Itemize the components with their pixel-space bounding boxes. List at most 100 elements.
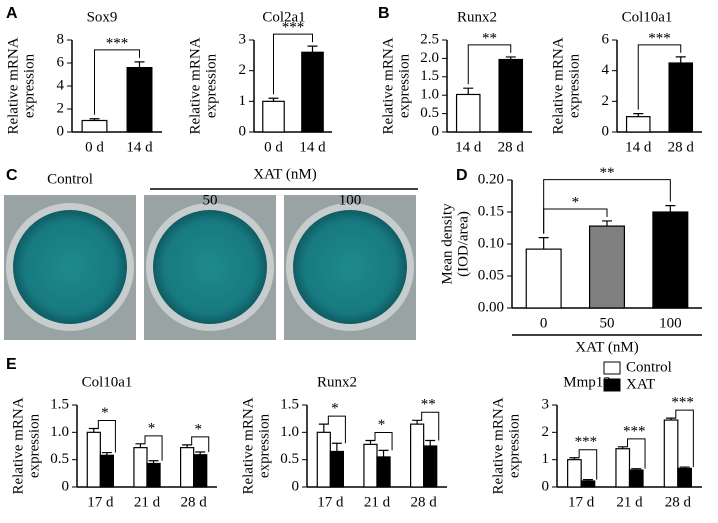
error-bar xyxy=(89,118,100,121)
significance-bracket xyxy=(421,411,440,441)
panel-label: D xyxy=(456,167,468,184)
y-tick-label: 0 xyxy=(57,123,65,139)
bar xyxy=(668,62,694,133)
y-axis-label: expression xyxy=(566,53,582,118)
y-axis-label: expression xyxy=(506,413,522,478)
error-bar xyxy=(666,417,677,421)
error-bar xyxy=(412,419,423,425)
y-axis-label: Relative mRNA xyxy=(490,397,506,494)
chart-title: Sox9 xyxy=(87,9,118,25)
x-tick-label: 14 d xyxy=(455,139,482,155)
bar xyxy=(663,419,679,488)
significance-bracket xyxy=(467,44,512,85)
error-bar xyxy=(569,457,580,460)
significance-label: * xyxy=(331,401,339,417)
bar xyxy=(580,480,596,488)
y-tick-label: 0.20 xyxy=(478,171,504,187)
bar xyxy=(81,119,108,133)
chart-title: Col2a1 xyxy=(262,9,305,25)
bar xyxy=(498,58,524,133)
chart-title: Runx2 xyxy=(457,9,497,25)
x-tick-label: 100 xyxy=(659,315,682,331)
bar xyxy=(329,450,345,488)
y-axis-label: Relative mRNA xyxy=(380,37,396,134)
error-bar xyxy=(365,439,376,445)
significance-bracket xyxy=(578,449,598,480)
bar xyxy=(625,116,651,133)
significance-label: ** xyxy=(421,397,436,413)
x-tick-label: 50 xyxy=(600,315,615,331)
bar xyxy=(146,462,161,488)
y-tick-label: 4 xyxy=(602,62,610,78)
bar xyxy=(677,467,692,488)
significance-label: * xyxy=(572,194,580,210)
error-bar xyxy=(88,427,99,433)
group-label: XAT (nM) xyxy=(253,166,316,182)
significance-bracket xyxy=(94,49,140,115)
y-tick-label: 0.15 xyxy=(478,203,504,219)
condition-label: 50 xyxy=(203,192,218,208)
x-tick-label: 0 d xyxy=(85,139,104,155)
bar xyxy=(316,431,331,488)
y-axis-label: expression xyxy=(203,53,219,118)
y-tick-label: 3 xyxy=(542,396,550,412)
y-axis-label: Relative mRNA xyxy=(5,37,21,134)
bar xyxy=(363,443,378,488)
well xyxy=(13,210,127,324)
y-tick-label: 1.0 xyxy=(420,87,439,103)
significance-bracket xyxy=(675,409,694,468)
significance-label: *** xyxy=(623,423,646,439)
bar xyxy=(262,100,285,133)
x-tick-label: 14 d xyxy=(625,139,652,155)
x-tick-label: 28 d xyxy=(498,139,525,155)
error-bar xyxy=(148,460,159,464)
error-bar xyxy=(195,451,206,455)
x-tick-label: 28 d xyxy=(181,494,208,510)
x-tick-label: 17 d xyxy=(568,494,595,510)
y-tick-label: 1 xyxy=(239,93,247,109)
error-bar xyxy=(331,442,342,452)
bar xyxy=(180,447,195,488)
y-tick-label: 1.5 xyxy=(280,396,299,412)
error-bar xyxy=(631,468,642,471)
error-bar xyxy=(425,439,436,446)
legend-swatch xyxy=(603,361,621,375)
bar xyxy=(588,225,626,309)
significance-bracket xyxy=(327,415,346,444)
y-tick-label: 2.5 xyxy=(420,31,439,47)
y-tick-label: 0.10 xyxy=(478,235,504,251)
error-bar xyxy=(538,237,549,250)
x-tick-label: 28 d xyxy=(668,139,695,155)
bar xyxy=(525,248,562,309)
significance-label: *** xyxy=(671,395,694,411)
y-tick-label: 0 xyxy=(432,123,440,139)
y-tick-label: 3 xyxy=(239,31,247,47)
x-axis-label: XAT (nM) xyxy=(575,339,638,355)
error-bar xyxy=(378,449,389,457)
legend-swatch xyxy=(603,378,621,392)
y-axis-label: expression xyxy=(21,53,37,118)
legend-label: Control xyxy=(626,359,672,375)
significance-label: * xyxy=(194,421,202,437)
error-bar xyxy=(101,451,112,456)
error-bar xyxy=(134,61,145,68)
error-bar xyxy=(182,444,193,448)
condition-label: Control xyxy=(47,171,93,187)
y-tick-label: 0 xyxy=(292,478,300,494)
y-tick-label: 0 xyxy=(602,123,610,139)
significance-label: *** xyxy=(282,20,305,36)
significance-bracket xyxy=(627,438,646,469)
error-bar xyxy=(505,56,516,60)
y-tick-label: 0.00 xyxy=(478,299,504,315)
error-bar xyxy=(582,479,593,481)
error-bar xyxy=(463,87,474,95)
y-tick-label: 4 xyxy=(57,77,65,93)
chart-title: Col10a1 xyxy=(82,374,133,390)
y-axis-label: Relative mRNA xyxy=(550,37,566,134)
error-bar xyxy=(665,205,676,212)
x-tick-label: 0 xyxy=(540,315,548,331)
error-bar xyxy=(617,446,628,449)
significance-bracket xyxy=(637,44,682,110)
significance-label: * xyxy=(378,417,386,433)
significance-label: ** xyxy=(600,165,615,181)
